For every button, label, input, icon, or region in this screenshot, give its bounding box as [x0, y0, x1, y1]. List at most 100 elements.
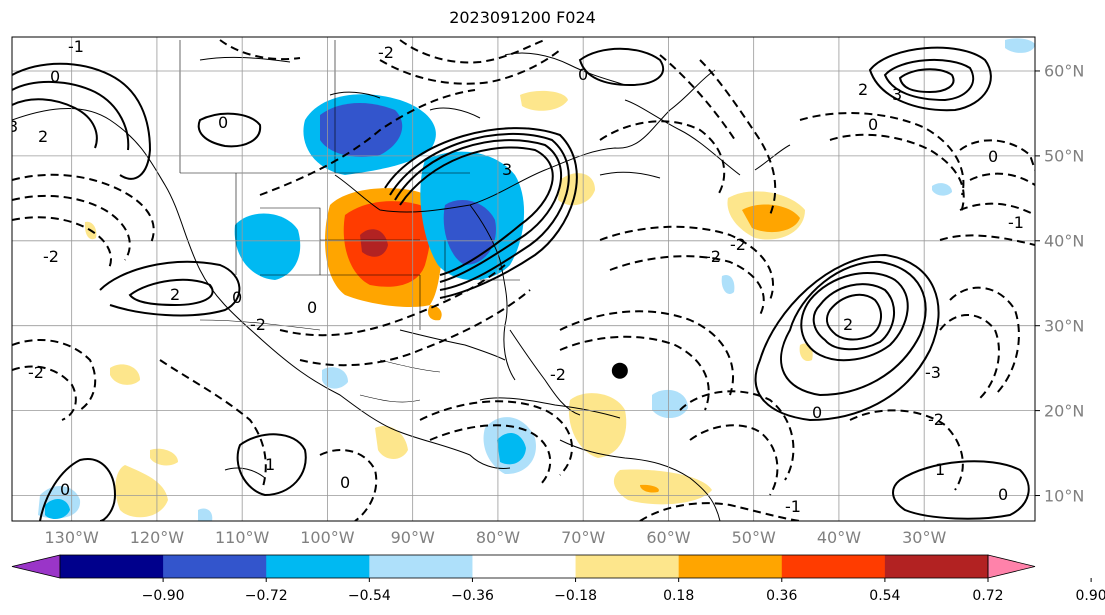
lat-label: 60°N [1044, 61, 1085, 81]
contour-label: 3 [892, 85, 902, 104]
colorbar-label: −0.36 [450, 588, 494, 604]
colorbar-extend-low [11, 554, 61, 579]
contour-label: 0 [868, 115, 878, 134]
contour-label: -2 [28, 363, 44, 382]
contour-label: -1 [68, 37, 84, 56]
negative-anomaly-area [1005, 38, 1035, 53]
lon-label: 40°W [816, 528, 862, 547]
colorbar-label: −0.90 [141, 588, 185, 604]
negative-anomaly-area [652, 389, 688, 419]
negative-anomaly-area [721, 274, 735, 295]
contour-label: 3 [502, 160, 512, 179]
contour-label: 1 [265, 455, 275, 474]
contours-dashed [12, 39, 1035, 521]
map-title: 2023091200 F024 [449, 8, 596, 27]
colorbar-label: −0.18 [554, 588, 597, 604]
negative-anomaly-area [320, 103, 403, 157]
contour-label: -2 [928, 410, 944, 429]
lat-label: 10°N [1044, 486, 1085, 506]
lat-label: 50°N [1044, 146, 1085, 166]
negative-anomaly-area [198, 508, 213, 521]
colorbar-frame [59, 554, 989, 579]
positive-anomaly-area [640, 484, 659, 493]
contour-label: 1 [935, 460, 945, 479]
colorbar-segment [60, 555, 164, 578]
contour-label: -2 [250, 315, 266, 334]
contour-label: 0 [998, 485, 1008, 504]
lon-label: 110°W [214, 528, 270, 547]
lat-label: 30°N [1044, 316, 1085, 336]
colorbar-segment [369, 555, 473, 578]
contour-label: 0 [50, 67, 60, 86]
negative-anomaly-area [497, 433, 526, 465]
contour-labels: 0 -1 2 3 -2 3 0 0 0 0 -2 2 3 2 0 0 -1 1 … [8, 37, 1024, 516]
contour-label: 0 [307, 298, 317, 317]
colorbar-label: 0.36 [766, 588, 798, 604]
colorbar-label: −0.54 [347, 588, 391, 604]
lon-label: 100°W [300, 528, 355, 547]
contour-label: 0 [578, 65, 588, 84]
contour-label: -1 [785, 497, 801, 516]
colorbar-segment [472, 555, 577, 578]
positive-anomaly-area [520, 90, 568, 111]
colorbar-label: 0.18 [663, 588, 695, 604]
contour-label: 2 [170, 285, 180, 304]
lon-label: 120°W [129, 528, 185, 547]
lon-label: 90°W [390, 528, 435, 547]
contour-label: -2 [705, 247, 721, 266]
map-plot: 0 -1 2 3 -2 3 0 0 0 0 -2 2 3 2 0 0 -1 1 … [8, 36, 1040, 522]
negative-anomaly-area [45, 498, 70, 520]
positive-anomaly-area [115, 465, 168, 518]
location-marker [611, 362, 628, 379]
lon-label: 70°W [561, 528, 606, 547]
contour-label: -2 [378, 43, 394, 62]
lat-label: 20°N [1044, 401, 1085, 421]
contour-label: 0 [60, 480, 70, 499]
lon-label: 80°W [475, 528, 521, 547]
contour-label: 0 [988, 147, 998, 166]
colorbar-label: 0.72 [972, 588, 1004, 604]
contour-label: -2 [43, 247, 59, 266]
graticule [12, 37, 1035, 521]
contour-label: 2 [858, 80, 868, 99]
coastlines [12, 52, 791, 521]
negative-anomaly-area [322, 367, 348, 389]
colorbar-extend-high [987, 554, 1036, 579]
negative-anomaly-area [932, 183, 952, 196]
contour-label: 2 [843, 315, 853, 334]
borders [179, 40, 520, 403]
colorbar-segment [163, 555, 267, 578]
contour-label: 0 [218, 113, 228, 132]
contour-label: 0 [812, 403, 822, 422]
lon-label: 130°W [44, 528, 99, 547]
contour-label: -3 [925, 363, 941, 382]
contour-label: 0 [232, 288, 242, 307]
lon-label: 30°W [902, 528, 947, 547]
contours-solid [12, 46, 1030, 521]
colorbar-segment [266, 555, 370, 578]
lat-label: 40°N [1044, 231, 1085, 251]
contour-label: -1 [1008, 213, 1024, 232]
colorbar-label: 0.54 [869, 588, 901, 604]
contour-label: 2 [38, 127, 48, 146]
contour-label: 0 [340, 473, 350, 492]
axis-ticks [1035, 70, 1040, 497]
positive-anomaly-area [110, 364, 140, 385]
colorbar-segment [575, 555, 680, 578]
contour-label: 3 [8, 117, 18, 136]
negative-anomaly-area [234, 213, 301, 280]
colorbar-label: 0.90 [1075, 588, 1105, 604]
colorbar-segment [781, 555, 886, 578]
colorbar-segment [884, 555, 989, 578]
colorbar-segment [678, 555, 783, 578]
lon-label: 60°W [646, 528, 691, 547]
positive-anomaly-area [375, 426, 408, 459]
colorbar-label: −0.72 [244, 588, 288, 604]
contour-label: -2 [550, 365, 566, 384]
positive-anomaly-area [360, 229, 388, 257]
shaded-fields [38, 38, 1035, 521]
lon-label: 50°W [731, 528, 776, 547]
positive-anomaly-area [428, 305, 442, 321]
colorbar [11, 554, 1092, 582]
negative-anomaly-area [443, 200, 496, 265]
